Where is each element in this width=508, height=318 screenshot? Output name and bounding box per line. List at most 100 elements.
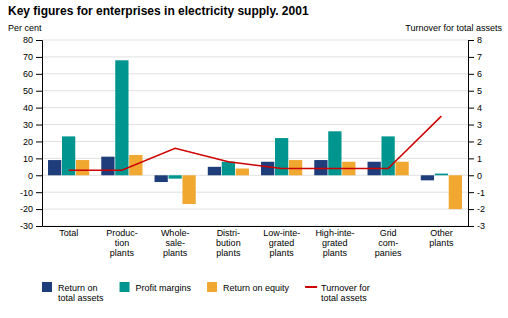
tick-label: 50 — [23, 86, 33, 96]
tick: 6 — [468, 69, 482, 79]
tick-label: Gridcom-panies — [375, 228, 402, 258]
tick-label: Otherplants — [429, 228, 454, 248]
tick: 0 — [468, 171, 482, 181]
text-line: plants — [216, 248, 241, 258]
tick: 30 — [23, 120, 42, 130]
legend-label: Return on equity — [223, 283, 290, 293]
grid-line — [42, 209, 468, 210]
tick: -20 — [20, 204, 42, 214]
tick-label: High-inte-gratedplants — [315, 228, 354, 258]
bar — [101, 157, 114, 176]
tick-label: 10 — [23, 154, 33, 164]
tick-label: 6 — [477, 69, 482, 79]
tick-mark — [36, 91, 42, 92]
tick-label: Total — [59, 228, 78, 238]
text-line: plants — [110, 248, 135, 258]
tick-mark — [468, 141, 474, 142]
tick-mark — [468, 57, 474, 58]
tick-mark — [36, 74, 42, 75]
tick: -1 — [468, 188, 485, 198]
text-line: com- — [378, 238, 398, 248]
legend-label: Turnover fortotal assets — [321, 283, 370, 303]
text-line: Other — [430, 228, 453, 238]
legend-item: Return on equity — [207, 282, 290, 293]
tick-label: 2 — [477, 137, 482, 147]
bar — [155, 175, 168, 182]
grid-line — [42, 192, 468, 193]
grid-line — [42, 141, 468, 142]
axis-line — [43, 226, 469, 227]
tick-mark — [468, 125, 474, 126]
text-line: grated — [322, 238, 348, 248]
tick: 4 — [468, 103, 482, 113]
bar — [182, 175, 195, 204]
tick: 70 — [23, 52, 42, 62]
text-line: Turnover for — [321, 283, 370, 293]
tick-label: -20 — [20, 204, 33, 214]
bar — [48, 160, 61, 175]
title: Key figures for enterprises in electrici… — [8, 4, 309, 18]
tick: Gridcom-panies — [375, 228, 402, 258]
text-line: High-inte- — [315, 228, 354, 238]
bar — [314, 160, 327, 175]
text-line: sale- — [165, 238, 185, 248]
axis: TotalProduc-tionplantsWhole-sale-plantsD… — [43, 227, 469, 259]
text-line: Return on equity — [223, 283, 290, 293]
tick-label: 3 — [477, 120, 482, 130]
text-line: Profit margins — [136, 283, 192, 293]
axis-line — [36, 41, 43, 227]
tick: 8 — [468, 35, 482, 45]
grid-line — [42, 226, 468, 227]
axis: -3 -2 -1 0 1 2 3 4 5 6 7 8 — [468, 35, 485, 231]
tick: 50 — [23, 86, 42, 96]
chart: -30-20-1001020304050607080-3-2-101234567… — [0, 0, 508, 318]
tick: High-inte-gratedplants — [315, 228, 354, 258]
tick-mark — [468, 226, 474, 227]
tick-label: 80 — [23, 35, 33, 45]
grid-line — [42, 56, 468, 57]
tick: 60 — [23, 69, 42, 79]
axis-title: Turnover for total assets — [405, 23, 502, 33]
tick-label: 70 — [23, 52, 33, 62]
tick: 1 — [468, 154, 482, 164]
text-line: total assets — [321, 293, 367, 303]
tick-label: 30 — [23, 120, 33, 130]
tick: 7 — [468, 52, 482, 62]
text-line: grated — [269, 238, 295, 248]
tick: Otherplants — [429, 228, 454, 248]
bar — [421, 175, 434, 180]
axis: -30-20-1001020304050607080 — [20, 35, 43, 231]
tick: Distri-butionplants — [216, 228, 241, 258]
tick: -3 — [468, 221, 485, 231]
legend-swatch — [120, 282, 130, 292]
bar — [222, 162, 235, 176]
bar — [395, 162, 408, 176]
tick: -2 — [468, 204, 485, 214]
grid-line — [42, 124, 468, 125]
tick-label: -1 — [477, 188, 485, 198]
tick-label: 20 — [23, 137, 33, 147]
bar-series — [62, 60, 448, 178]
tick-label: 1 — [477, 154, 482, 164]
line — [69, 116, 442, 170]
text-line: panies — [375, 248, 402, 258]
tick: 2 — [468, 137, 482, 147]
bar-series — [48, 157, 434, 182]
tick-mark — [36, 209, 42, 210]
tick: Produc-tionplants — [106, 228, 138, 258]
tick-label: 4 — [477, 103, 482, 113]
legend-item: Profit margins — [120, 282, 192, 293]
tick-label: 5 — [477, 86, 482, 96]
tick-mark — [36, 57, 42, 58]
tick: 10 — [23, 154, 42, 164]
tick: Low-inte-gratedplants — [263, 228, 300, 258]
tick-mark — [468, 40, 474, 41]
tick-label: -10 — [20, 188, 33, 198]
tick-label: 7 — [477, 52, 482, 62]
grid-line — [42, 73, 468, 74]
bar — [381, 136, 394, 175]
text-line: plants — [163, 248, 188, 258]
tick: 20 — [23, 137, 42, 147]
text-line: bution — [216, 238, 241, 248]
text-line: tion — [115, 238, 130, 248]
